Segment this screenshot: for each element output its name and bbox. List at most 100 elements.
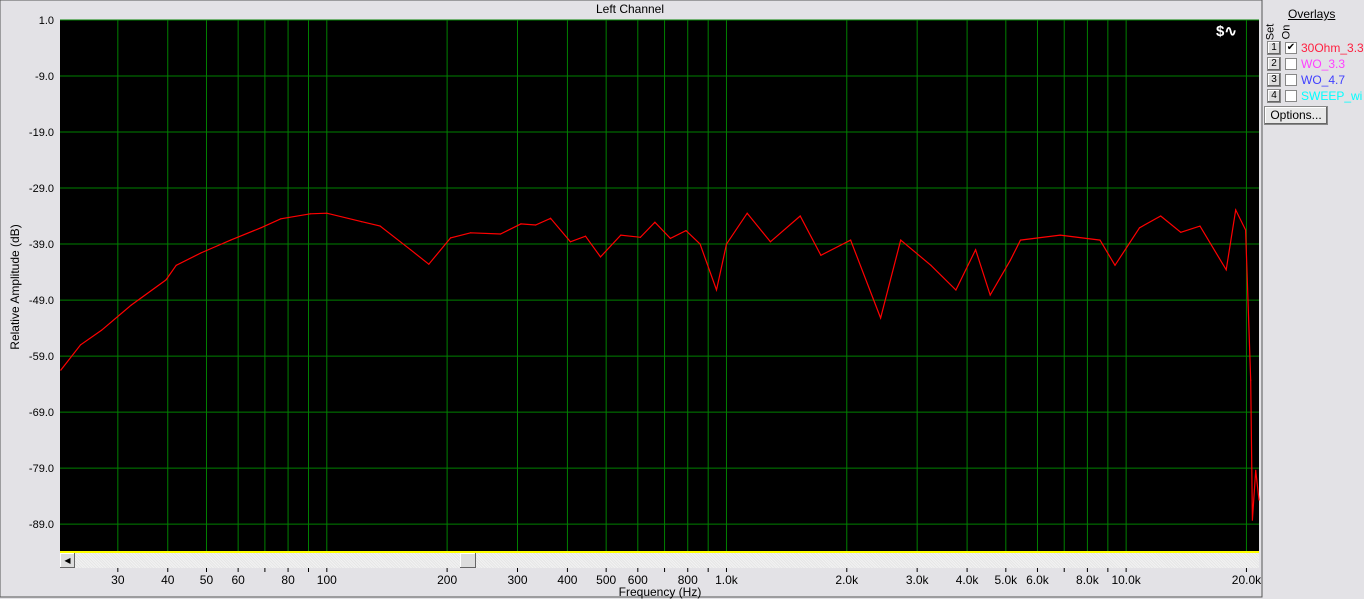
x-tick-label: 80 — [281, 573, 295, 587]
data-point — [409, 249, 412, 251]
x-tick-label: 20.0k — [1232, 573, 1262, 587]
data-point — [569, 241, 572, 243]
frequency-response-chart: 30 40 50 60 80 100 200 300 400 500 600 800 1.0k 2.0k 3… — [0, 0, 1263, 598]
horizontal-scrollbar[interactable]: ◀ — [60, 553, 1259, 568]
data-point — [326, 212, 328, 214]
data-point — [1114, 264, 1116, 266]
y-tick-label: -69.0 — [29, 407, 54, 419]
data-point — [989, 294, 991, 296]
data-point — [1199, 225, 1201, 227]
x-tick-label: 40 — [161, 573, 175, 587]
data-point — [699, 243, 701, 245]
x-tick-label: 5.0k — [994, 573, 1018, 587]
response-curve — [60, 207, 1260, 521]
data-point — [175, 264, 177, 266]
data-point — [260, 227, 262, 229]
y-tick-label: -59.0 — [29, 351, 54, 363]
data-point — [1258, 499, 1260, 501]
x-tick-label: 600 — [628, 573, 648, 587]
x-axis-label: Frequency (Hz) — [618, 585, 702, 599]
chart-title: Left Channel — [595, 2, 665, 16]
data-point — [799, 215, 801, 217]
overlay-on-checkbox[interactable]: ✔ — [1285, 42, 1297, 54]
overlay-set-button[interactable]: 3 — [1267, 73, 1281, 87]
data-point — [850, 239, 852, 241]
set-column-label: Set — [1264, 23, 1277, 41]
data-point — [1180, 231, 1182, 233]
data-point — [639, 236, 641, 238]
y-tick-label: -49.0 — [29, 295, 54, 307]
overlay-set-button[interactable]: 1 — [1267, 41, 1281, 55]
data-point — [470, 232, 472, 234]
overlays-title: Overlays — [1288, 7, 1336, 21]
data-point — [669, 237, 672, 240]
x-tick-label: 30 — [111, 573, 125, 587]
data-point — [599, 256, 602, 258]
scroll-left-arrow-icon[interactable]: ◀ — [60, 553, 75, 568]
x-tick-label: 300 — [507, 573, 527, 587]
data-point — [685, 230, 687, 232]
data-point — [360, 221, 362, 223]
x-tick-label: 4.0k — [956, 573, 980, 587]
x-tick-label: 100 — [317, 573, 337, 587]
data-point — [165, 279, 167, 281]
x-tick-label: 10.0k — [1111, 573, 1141, 587]
data-point — [449, 237, 452, 239]
data-point — [1019, 239, 1022, 241]
y-tick-label: -39.0 — [29, 239, 54, 251]
y-tick-label: -89.0 — [29, 519, 54, 531]
data-point — [1235, 209, 1237, 211]
data-point — [1244, 229, 1247, 231]
overlay-set-button[interactable]: 4 — [1267, 89, 1281, 103]
x-tick-label: 1.0k — [715, 573, 739, 587]
data-point — [60, 369, 62, 371]
data-point — [1225, 269, 1227, 271]
data-point — [1138, 227, 1141, 229]
overlay-on-checkbox[interactable] — [1285, 58, 1297, 70]
data-point — [309, 213, 312, 215]
y-tick-label: -29.0 — [29, 183, 54, 195]
data-point — [428, 263, 430, 265]
plot-area — [60, 20, 1259, 551]
x-tick-label: 2.0k — [835, 573, 859, 587]
overlay-name: SWEEP_wi — [1301, 89, 1363, 103]
y-axis-label: Relative Amplitude (dB) — [8, 224, 22, 350]
data-point — [620, 234, 622, 236]
data-point — [769, 241, 771, 243]
overlay-row: 1 ✔ 30Ohm_3.3 — [1267, 41, 1363, 55]
overlay-name: WO_4.7 — [1301, 73, 1346, 87]
x-tick-label: 800 — [678, 573, 698, 587]
on-column-label: On — [1280, 24, 1293, 40]
data-point — [499, 233, 502, 235]
data-point — [520, 223, 522, 225]
data-point — [654, 221, 656, 223]
data-point — [715, 289, 718, 291]
window-border — [0, 0, 1263, 598]
data-point — [535, 224, 537, 226]
data-point — [1059, 234, 1061, 236]
data-point — [955, 289, 957, 291]
overlay-set-button[interactable]: 2 — [1267, 57, 1281, 71]
x-tick-label: 3.0k — [906, 573, 930, 587]
x-tick-label: 50 — [200, 573, 214, 587]
data-point — [549, 217, 552, 219]
options-button[interactable]: Options... — [1264, 106, 1328, 125]
x-tick-label: 200 — [437, 573, 457, 587]
data-point — [200, 252, 202, 254]
overlay-name: WO_3.3 — [1301, 57, 1346, 71]
data-point — [900, 239, 902, 241]
overlay-row: 2 WO_3.3 — [1267, 57, 1363, 71]
data-point — [100, 329, 103, 331]
data-point — [1255, 469, 1257, 471]
data-point — [79, 344, 82, 346]
scroll-thumb[interactable] — [460, 553, 476, 568]
data-point — [879, 317, 882, 319]
data-point — [1251, 519, 1254, 521]
y-tick-label: 1.0 — [39, 15, 54, 27]
overlay-on-checkbox[interactable] — [1285, 74, 1297, 86]
data-point — [820, 254, 822, 256]
overlay-on-checkbox[interactable] — [1285, 90, 1297, 102]
y-tick-label: -19.0 — [29, 127, 54, 139]
data-point — [1009, 259, 1011, 261]
x-tick-label: 60 — [231, 573, 245, 587]
